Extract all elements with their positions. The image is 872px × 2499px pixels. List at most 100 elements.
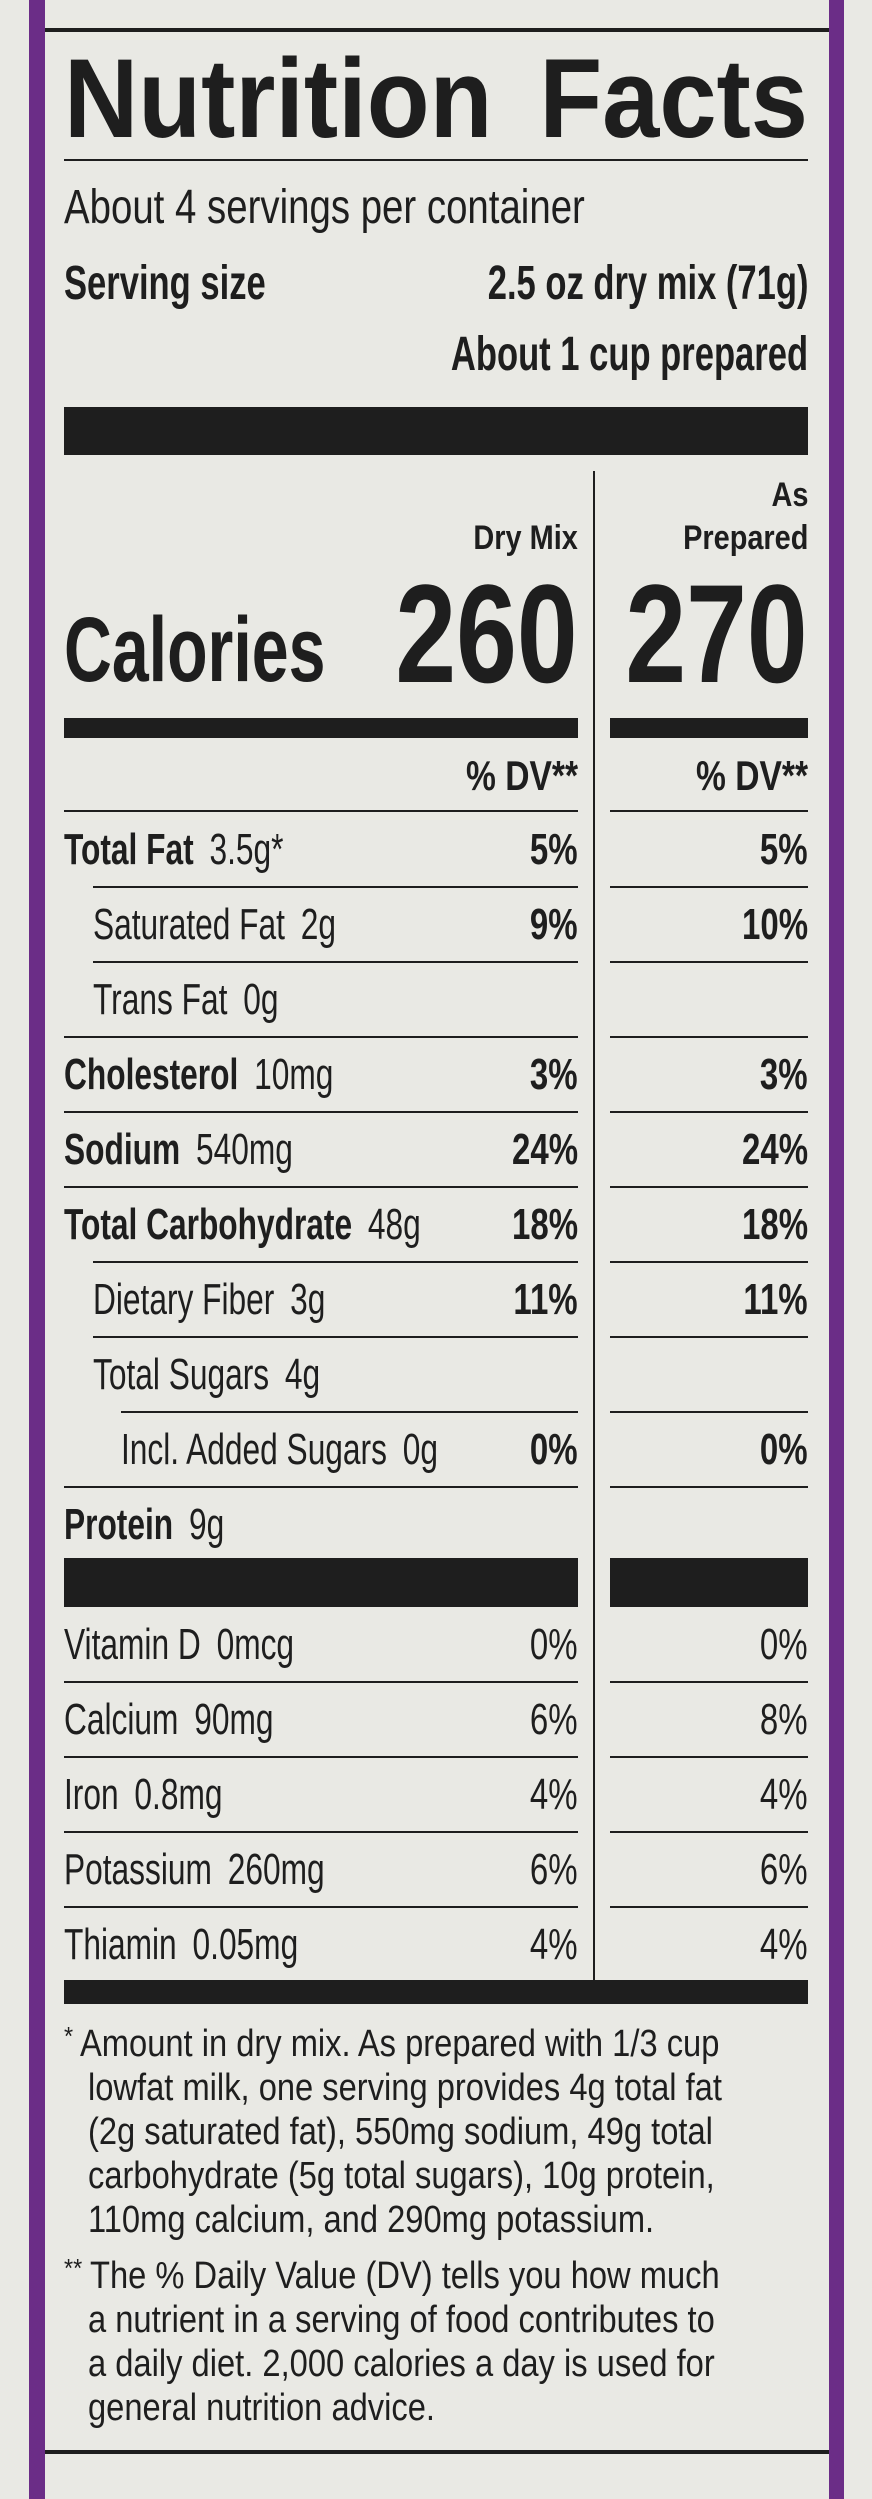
dv-value: 4% <box>760 1920 808 1969</box>
bottom-rule <box>45 2450 829 2454</box>
nutrient-amount: 9g <box>188 1500 225 1549</box>
nutrient-amount: 0g <box>402 1425 439 1474</box>
column-header: Dry Mix <box>473 519 578 557</box>
vitamin-amount: 0.05mg <box>192 1920 299 1969</box>
row-rule <box>93 1336 578 1338</box>
vitamin-amount: 90mg <box>194 1695 274 1744</box>
footnote-mark: * <box>64 2021 74 2051</box>
row-rule <box>610 886 808 888</box>
dv-header: % DV** <box>465 752 578 799</box>
medium-bar <box>610 718 808 738</box>
row-rule <box>93 1261 578 1263</box>
medium-bar <box>64 718 578 738</box>
vitamin-name: Vitamin D <box>64 1620 201 1669</box>
vitamin-name: Potassium <box>64 1845 212 1894</box>
dv-value: 11% <box>743 1275 808 1324</box>
nutrient-amount: 3g <box>290 1275 326 1324</box>
row-rule <box>610 1261 808 1263</box>
vitamin-row: Thiamin 0.05mg <box>64 1923 298 1967</box>
vitamin-name: Thiamin <box>64 1920 177 1969</box>
footnote-line: The % Daily Value (DV) tells you how muc… <box>90 2255 720 2297</box>
dv-value: 3% <box>760 1050 808 1099</box>
dv-value: 5% <box>760 825 808 874</box>
nutrient-amount: 2g <box>300 900 337 949</box>
footnote-line: general nutrition advice. <box>88 2387 435 2429</box>
row-rule <box>64 1186 578 1188</box>
nutrient-row: Cholesterol 10mg <box>64 1053 333 1097</box>
footnote-mark: ** <box>64 2253 83 2283</box>
thick-bar <box>64 1558 578 1607</box>
dv-value: 0% <box>530 1425 578 1474</box>
nutrient-name: Incl. Added Sugars <box>121 1425 387 1474</box>
dv-value: 0% <box>760 1620 808 1669</box>
nutrient-row: Trans Fat 0g <box>93 978 278 1022</box>
nutrient-row: Total Sugars 4g <box>93 1353 320 1397</box>
nutrient-row: Total Carbohydrate 48g <box>64 1203 421 1247</box>
vitamin-name: Iron <box>64 1770 119 1819</box>
row-rule <box>64 1681 578 1683</box>
serving-size-label: Serving size <box>64 257 266 310</box>
row-rule <box>610 1336 808 1338</box>
dv-value: 0% <box>530 1620 578 1669</box>
row-rule <box>610 961 808 963</box>
row-rule <box>64 1036 578 1038</box>
footnote-line: a nutrient in a serving of food contribu… <box>88 2299 715 2341</box>
nutrient-name: Saturated Fat <box>93 900 285 949</box>
nutrient-name: Trans Fat <box>93 975 228 1024</box>
dv-value: 18% <box>511 1200 578 1249</box>
row-rule <box>610 1111 808 1113</box>
vitamin-row: Iron 0.8mg <box>64 1773 222 1817</box>
calories-value: 260 <box>395 555 578 712</box>
nutrient-amount: 0g <box>243 975 279 1024</box>
dv-value: 9% <box>530 900 578 949</box>
column-header: As <box>771 476 808 514</box>
dv-value: 6% <box>760 1845 808 1894</box>
footnote-line: lowfat milk, one serving provides 4g tot… <box>88 2067 722 2109</box>
thick-bar <box>610 1558 808 1607</box>
row-rule <box>610 1036 808 1038</box>
dv-header: % DV** <box>695 752 808 799</box>
nutrient-row: Protein 9g <box>64 1503 224 1547</box>
nutrient-name: Protein <box>64 1500 174 1549</box>
dv-value: 6% <box>530 1845 578 1894</box>
serving-prepared: About 1 cup prepared <box>450 328 808 381</box>
row-rule <box>64 810 578 812</box>
nutrient-amount: 540mg <box>195 1125 293 1174</box>
right-border <box>829 0 844 2499</box>
servings: About 4 servings per container <box>64 181 585 234</box>
dv-value: 24% <box>741 1125 808 1174</box>
footnote-line: (2g saturated fat), 550mg sodium, 49g to… <box>88 2111 713 2153</box>
dv-value: 4% <box>530 1920 578 1969</box>
row-rule <box>121 1411 578 1413</box>
row-rule <box>610 1486 808 1488</box>
row-rule <box>610 1411 808 1413</box>
dv-value: 4% <box>760 1770 808 1819</box>
nutrient-row: Dietary Fiber 3g <box>93 1278 325 1322</box>
footnote-line: carbohydrate (5g total sugars), 10g prot… <box>88 2155 715 2197</box>
dv-value: 6% <box>530 1695 578 1744</box>
title-rule <box>64 159 808 161</box>
row-rule <box>64 1111 578 1113</box>
calories-value: 270 <box>625 555 808 712</box>
vitamin-row: Vitamin D 0mcg <box>64 1623 294 1667</box>
row-rule <box>610 1186 808 1188</box>
thick-bar <box>64 1980 808 2004</box>
thick-bar <box>64 407 808 455</box>
row-rule <box>93 961 578 963</box>
dv-value: 10% <box>741 900 808 949</box>
serving-size: 2.5 oz dry mix (71g) <box>487 257 808 310</box>
nutrient-amount: 3.5g* <box>209 825 284 874</box>
nutrient-name: Sodium <box>64 1125 181 1174</box>
footnote-line: 110mg calcium, and 290mg potassium. <box>88 2199 655 2241</box>
dv-value: 18% <box>741 1200 808 1249</box>
row-rule <box>610 1681 808 1683</box>
vitamin-amount: 0mcg <box>216 1620 295 1669</box>
column-divider <box>593 471 595 1980</box>
dv-value: 4% <box>530 1770 578 1819</box>
row-rule <box>64 1486 578 1488</box>
vitamin-name: Calcium <box>64 1695 179 1744</box>
nutrient-name: Total Fat <box>64 825 194 874</box>
row-rule <box>64 1756 578 1758</box>
nutrient-name: Total Sugars <box>93 1350 270 1399</box>
